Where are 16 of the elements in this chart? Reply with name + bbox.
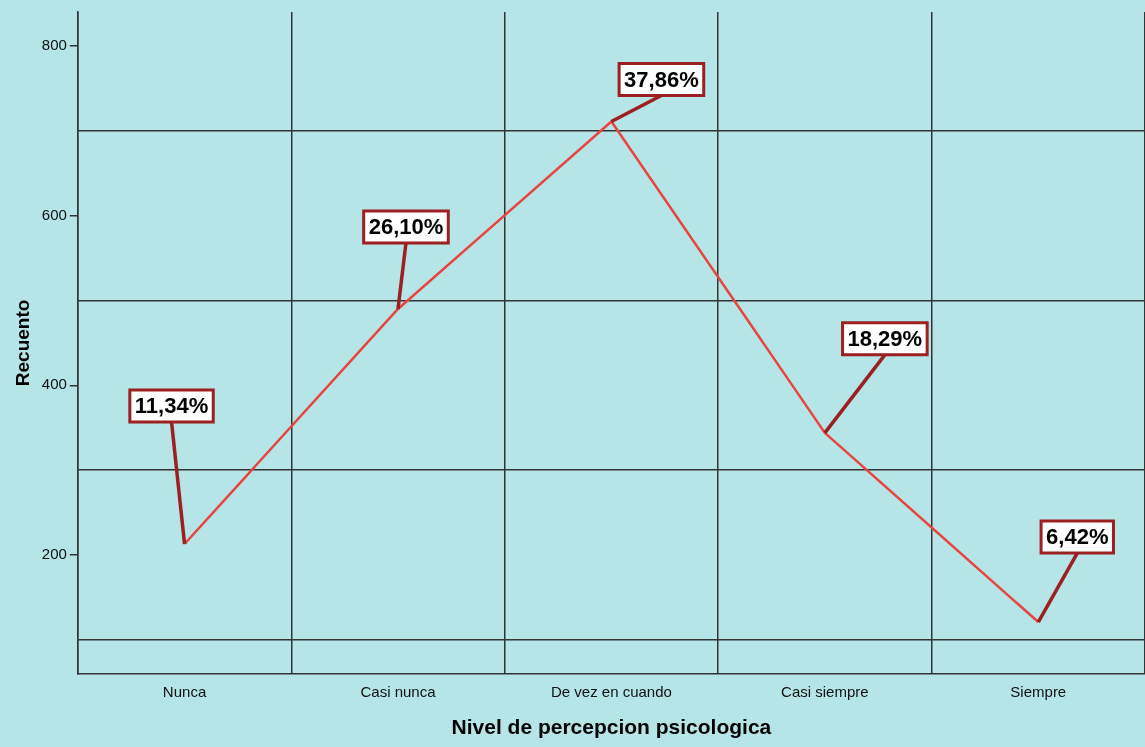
- y-tick-label: 800: [41, 36, 67, 54]
- annotation: 6,42%: [1046, 524, 1109, 550]
- y-tick-label: 400: [41, 375, 67, 393]
- x-tick-label: De vez en cuando: [550, 682, 672, 700]
- x-axis-title: Nivel de percepcion psicologica: [451, 715, 772, 739]
- y-tick-label: 200: [41, 545, 67, 563]
- x-tick-label: Casi nunca: [360, 682, 437, 700]
- annotation: 11,34%: [134, 393, 209, 419]
- y-tick-label: 600: [41, 205, 67, 223]
- x-tick-label: Siempre: [1010, 682, 1067, 700]
- x-tick-label: Nunca: [162, 682, 207, 700]
- annotation: 18,29%: [847, 325, 923, 351]
- annotation: 26,10%: [368, 214, 444, 240]
- x-tick-label: Casi siempre: [781, 682, 869, 700]
- annotation: 37,86%: [624, 66, 699, 92]
- y-axis-title: Recuento: [11, 299, 33, 387]
